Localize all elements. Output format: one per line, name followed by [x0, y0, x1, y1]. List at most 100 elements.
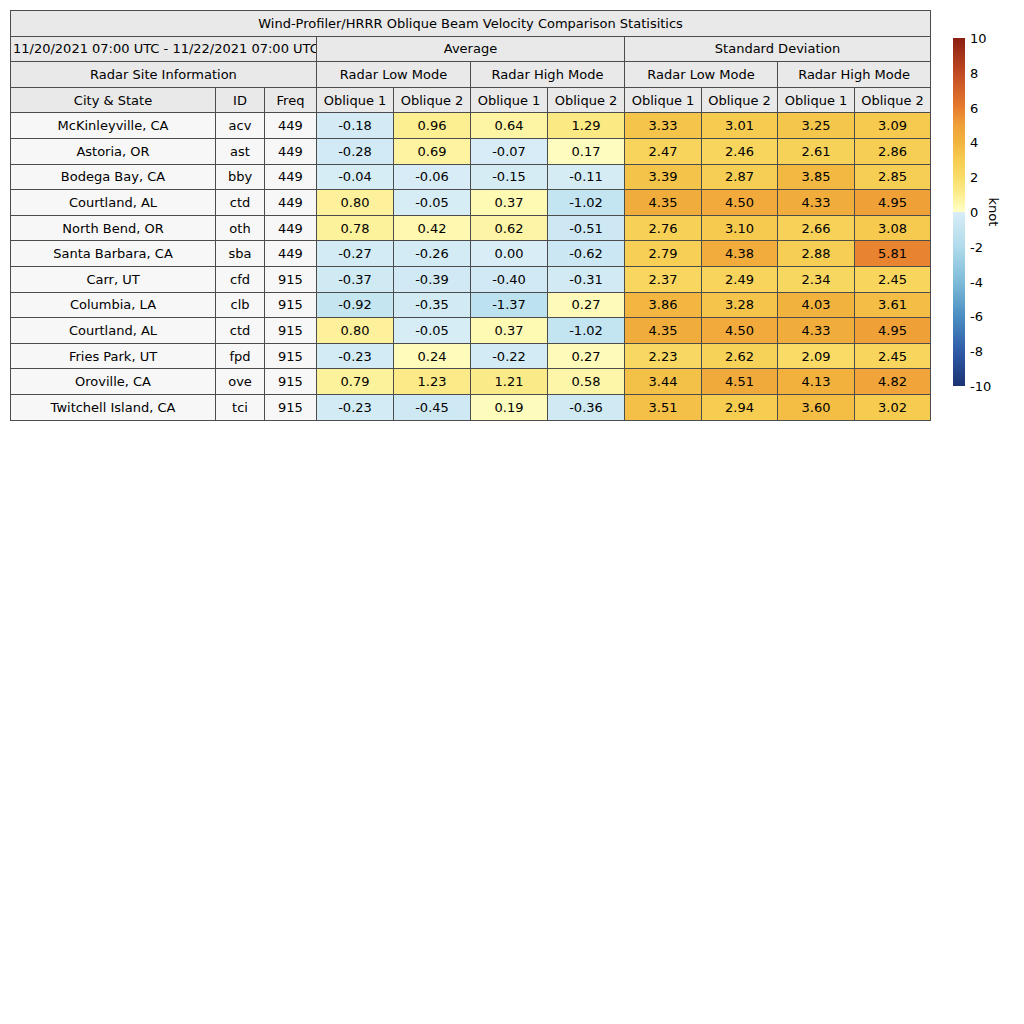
value-cell: -0.51 — [548, 215, 625, 241]
value-cell: 2.85 — [855, 164, 931, 190]
colorbar-tick-label: 4 — [970, 135, 978, 150]
std-low-oblique2-header: Oblique 2 — [702, 87, 778, 113]
freq-cell: 915 — [265, 394, 317, 420]
value-cell: -1.37 — [471, 292, 548, 318]
value-cell: 2.34 — [778, 266, 855, 292]
table-row: Carr, UTcfd915-0.37-0.39-0.40-0.312.372.… — [11, 266, 931, 292]
table-row: Santa Barbara, CAsba449-0.27-0.260.00-0.… — [11, 241, 931, 267]
value-cell: 4.33 — [778, 190, 855, 216]
colorbar-tick-label: 10 — [970, 31, 987, 46]
avg-low-mode-header: Radar Low Mode — [317, 62, 471, 88]
avg-high-mode-header: Radar High Mode — [471, 62, 625, 88]
freq-cell: 915 — [265, 369, 317, 395]
id-cell: bby — [216, 164, 265, 190]
value-cell: 2.76 — [625, 215, 702, 241]
table-row: Fries Park, UTfpd915-0.230.24-0.220.272.… — [11, 343, 931, 369]
std-high-oblique2-header: Oblique 2 — [855, 87, 931, 113]
value-cell: 4.50 — [702, 318, 778, 344]
value-cell: 2.86 — [855, 138, 931, 164]
value-cell: 0.78 — [317, 215, 394, 241]
value-cell: -0.37 — [317, 266, 394, 292]
freq-cell: 449 — [265, 138, 317, 164]
value-cell: -0.27 — [317, 241, 394, 267]
value-cell: 4.82 — [855, 369, 931, 395]
value-cell: 2.37 — [625, 266, 702, 292]
table-body: McKinleyville, CAacv449-0.180.960.641.29… — [11, 113, 931, 420]
value-cell: -0.40 — [471, 266, 548, 292]
mode-header-row: Radar Site Information Radar Low Mode Ra… — [11, 62, 931, 88]
freq-cell: 449 — [265, 113, 317, 139]
value-cell: -0.39 — [394, 266, 471, 292]
value-cell: 3.10 — [702, 215, 778, 241]
value-cell: 2.09 — [778, 343, 855, 369]
freq-cell: 915 — [265, 343, 317, 369]
colorbar-tick-label: 8 — [970, 65, 978, 80]
city-cell: Twitchell Island, CA — [11, 394, 216, 420]
value-cell: 3.09 — [855, 113, 931, 139]
value-cell: 3.28 — [702, 292, 778, 318]
colorbar-tick-label: 6 — [970, 100, 978, 115]
value-cell: 3.39 — [625, 164, 702, 190]
value-cell: -0.07 — [471, 138, 548, 164]
value-cell: 0.96 — [394, 113, 471, 139]
freq-cell: 449 — [265, 215, 317, 241]
avg-high-oblique1-header: Oblique 1 — [471, 87, 548, 113]
colorbar-tick-label: -10 — [970, 379, 991, 394]
value-cell: 4.03 — [778, 292, 855, 318]
colorbar-tick-label: -4 — [970, 274, 983, 289]
table-row: Astoria, ORast449-0.280.69-0.070.172.472… — [11, 138, 931, 164]
value-cell: 2.87 — [702, 164, 778, 190]
freq-cell: 449 — [265, 241, 317, 267]
title-row: Wind-Profiler/HRRR Oblique Beam Velocity… — [11, 11, 931, 37]
value-cell: 0.37 — [471, 318, 548, 344]
id-cell: cfd — [216, 266, 265, 292]
value-cell: 3.01 — [702, 113, 778, 139]
table-title: Wind-Profiler/HRRR Oblique Beam Velocity… — [11, 11, 931, 37]
value-cell: 2.45 — [855, 266, 931, 292]
value-cell: 0.69 — [394, 138, 471, 164]
value-cell: 2.23 — [625, 343, 702, 369]
id-cell: tci — [216, 394, 265, 420]
value-cell: 0.24 — [394, 343, 471, 369]
value-cell: -0.23 — [317, 343, 394, 369]
value-cell: -0.26 — [394, 241, 471, 267]
value-cell: 3.44 — [625, 369, 702, 395]
freq-cell: 915 — [265, 266, 317, 292]
value-cell: 1.23 — [394, 369, 471, 395]
value-cell: -0.06 — [394, 164, 471, 190]
value-cell: -0.04 — [317, 164, 394, 190]
value-cell: 2.47 — [625, 138, 702, 164]
table-row: McKinleyville, CAacv449-0.180.960.641.29… — [11, 113, 931, 139]
value-cell: -1.02 — [548, 318, 625, 344]
value-cell: 2.61 — [778, 138, 855, 164]
value-cell: 2.79 — [625, 241, 702, 267]
value-cell: 4.50 — [702, 190, 778, 216]
value-cell: 4.35 — [625, 190, 702, 216]
table-row: Bodega Bay, CAbby449-0.04-0.06-0.15-0.11… — [11, 164, 931, 190]
colorbar-tick-label: -6 — [970, 309, 983, 324]
statistics-table: Wind-Profiler/HRRR Oblique Beam Velocity… — [10, 10, 931, 421]
std-high-mode-header: Radar High Mode — [778, 62, 931, 88]
value-cell: -0.22 — [471, 343, 548, 369]
value-cell: -0.28 — [317, 138, 394, 164]
value-cell: 2.62 — [702, 343, 778, 369]
city-cell: Courtland, AL — [11, 190, 216, 216]
table-row: North Bend, ORoth4490.780.420.62-0.512.7… — [11, 215, 931, 241]
value-cell: -0.62 — [548, 241, 625, 267]
value-cell: -1.02 — [548, 190, 625, 216]
city-cell: Bodega Bay, CA — [11, 164, 216, 190]
value-cell: 3.85 — [778, 164, 855, 190]
colorbar-tick-label: -8 — [970, 344, 983, 359]
id-cell: fpd — [216, 343, 265, 369]
value-cell: 2.66 — [778, 215, 855, 241]
value-cell: -0.45 — [394, 394, 471, 420]
value-cell: -0.36 — [548, 394, 625, 420]
city-cell: Courtland, AL — [11, 318, 216, 344]
value-cell: 3.25 — [778, 113, 855, 139]
id-cell: oth — [216, 215, 265, 241]
id-cell: ctd — [216, 318, 265, 344]
value-cell: -0.05 — [394, 318, 471, 344]
value-cell: 0.64 — [471, 113, 548, 139]
value-cell: 3.33 — [625, 113, 702, 139]
value-cell: 2.88 — [778, 241, 855, 267]
